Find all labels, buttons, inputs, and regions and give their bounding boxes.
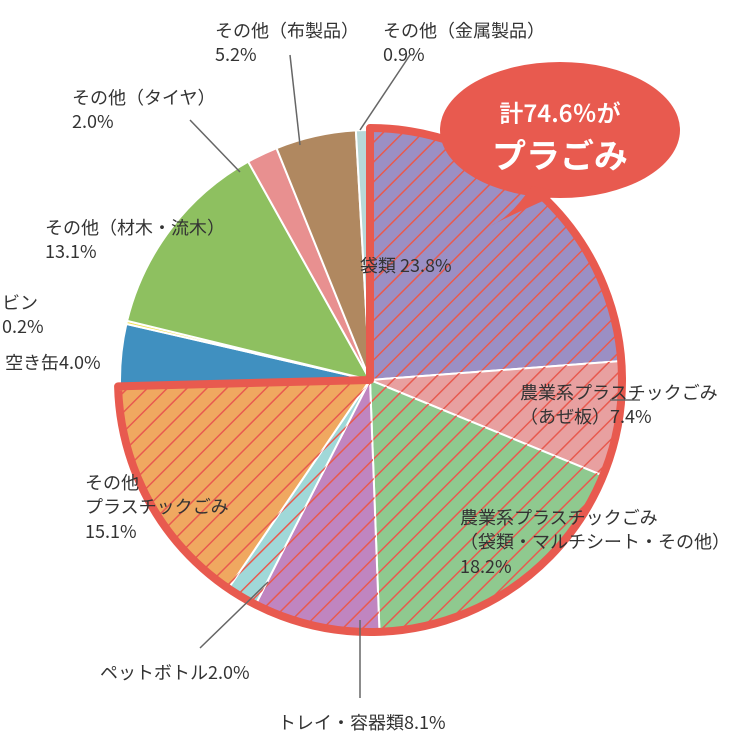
- label-other_plastic: その他プラスチックごみ15.1%: [85, 470, 229, 543]
- label-tire: その他（タイヤ）2.0%: [72, 85, 215, 134]
- label-pet: ペットボトル2.0%: [100, 660, 250, 684]
- label-cans: 空き缶4.0%: [5, 350, 101, 374]
- label-metal: その他（金属製品）0.9%: [383, 18, 545, 67]
- label-agri_azeita: 農業系プラスチックごみ（あぜ板）7.4%: [520, 380, 718, 429]
- label-cloth: その他（布製品）5.2%: [215, 18, 359, 67]
- callout-bubble: 計74.6％が プラごみ: [440, 62, 680, 228]
- callout-line2: プラごみ: [440, 129, 680, 178]
- label-agri_bags: 農業系プラスチックごみ（袋類・マルチシート・その他）18.2%: [460, 505, 730, 578]
- label-bags: 袋類 23.8%: [360, 253, 452, 277]
- label-tray: トレイ・容器類8.1%: [278, 710, 446, 734]
- label-wood: その他（材木・流木）13.1%: [45, 215, 225, 264]
- leader-cloth: [290, 55, 300, 145]
- label-bin: ビン0.2%: [2, 290, 44, 339]
- callout-line1: 計74.6％が: [440, 94, 680, 129]
